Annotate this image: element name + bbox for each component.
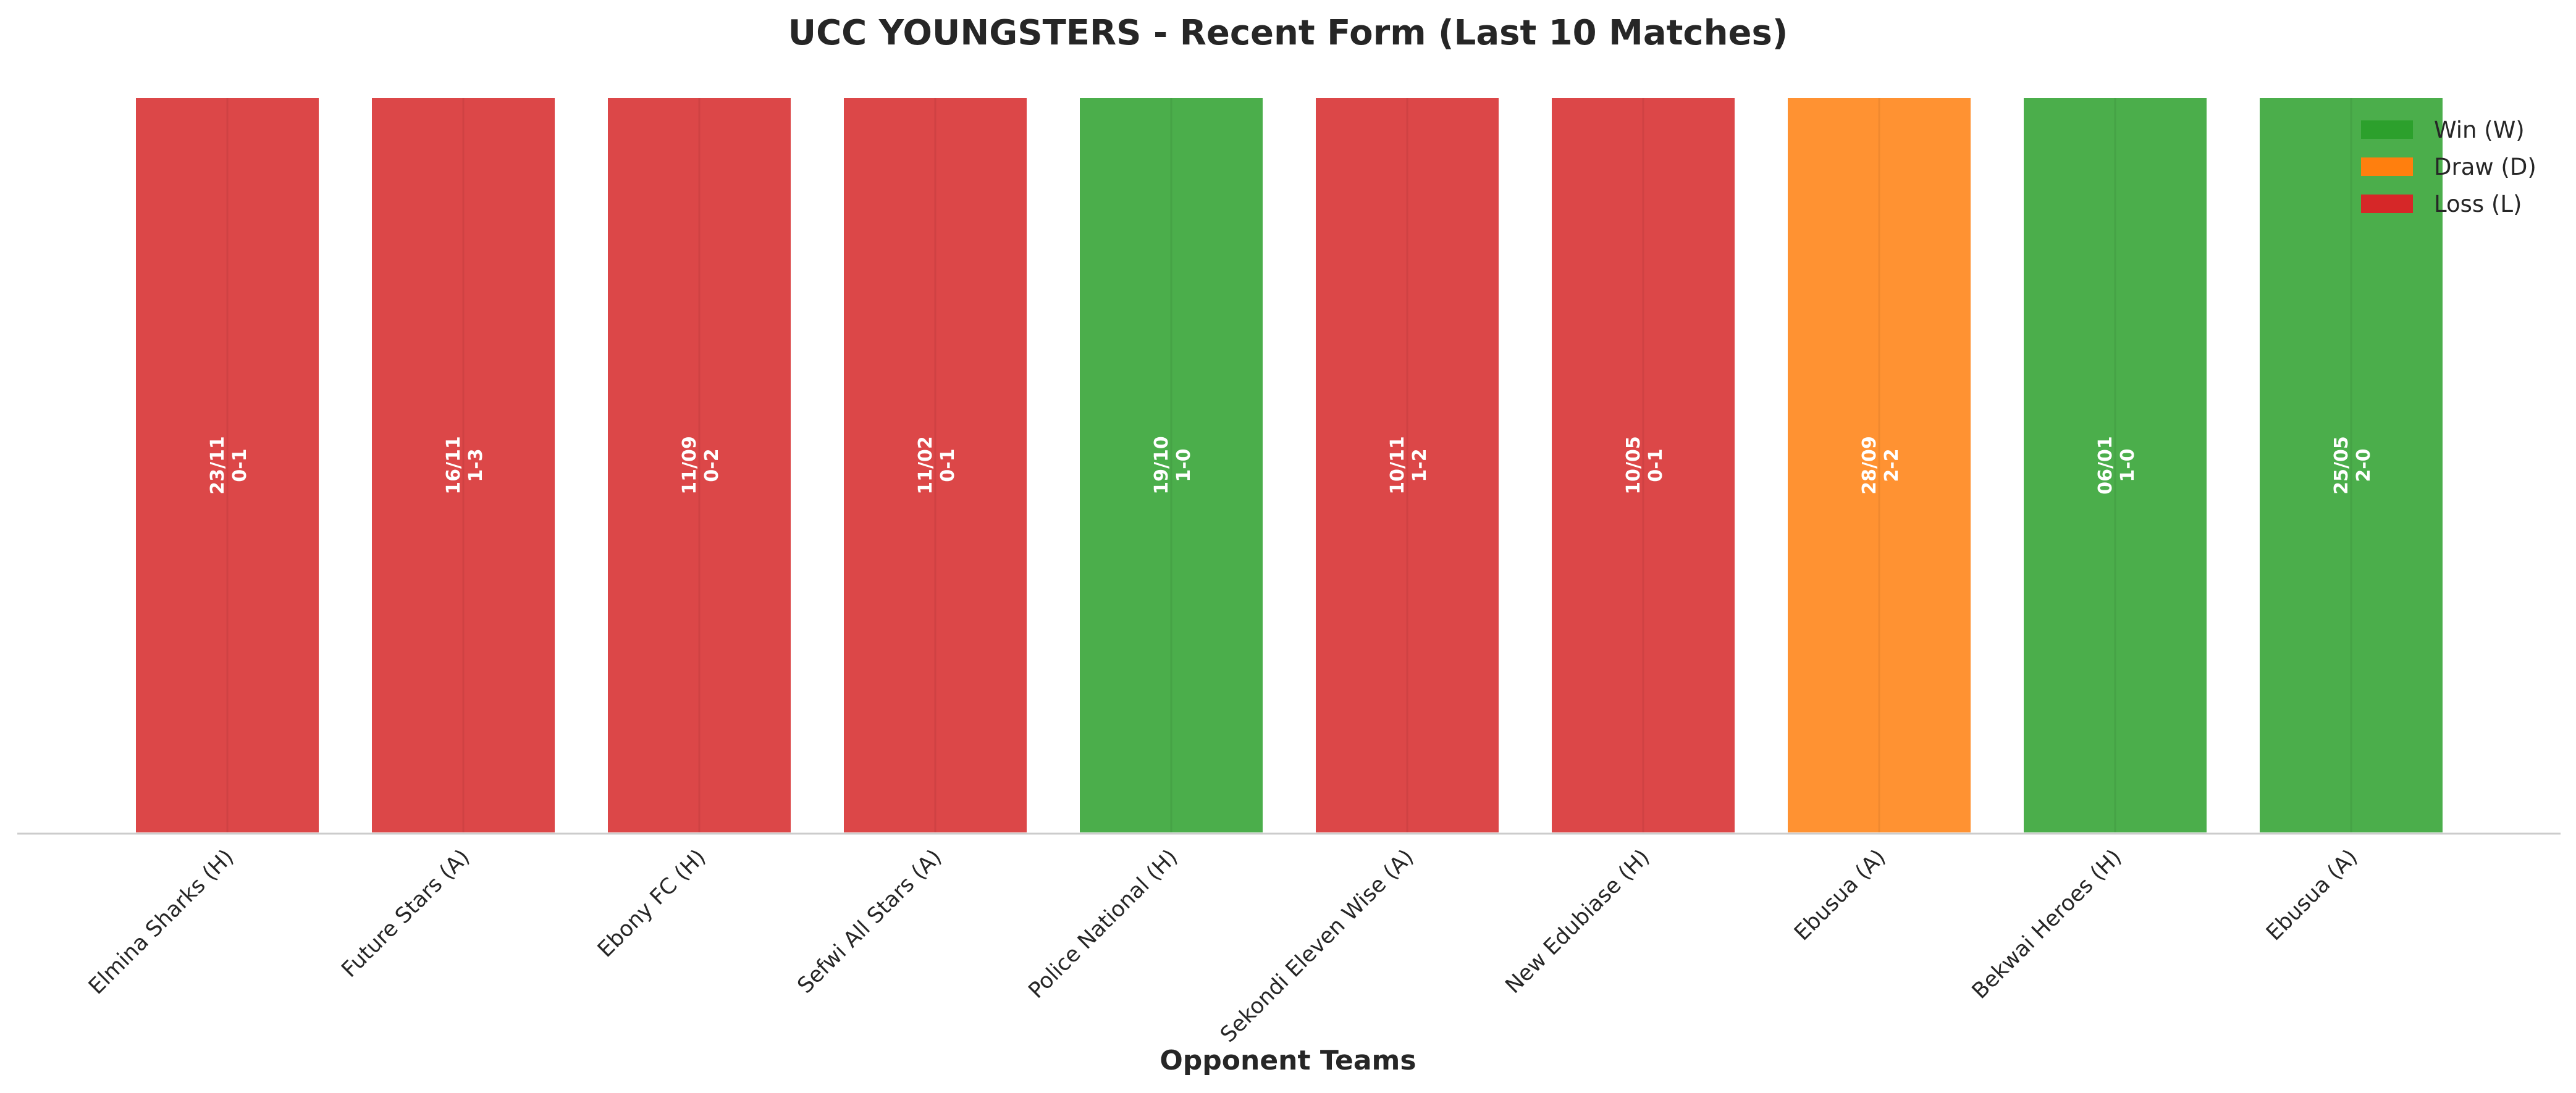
- x-tick-label-8: Ebusua (A): [1790, 845, 1890, 945]
- x-tick-label-7: New Edubiase (H): [1501, 845, 1655, 999]
- legend-swatch-d: [2361, 157, 2413, 176]
- bar-label-2: 16/111-3: [443, 436, 487, 494]
- bar-date-label: 16/11: [443, 436, 465, 494]
- bar-score-label: 0-1: [229, 448, 251, 482]
- bar-label-7: 10/050-1: [1623, 436, 1667, 494]
- x-tick-label-10: Ebusua (A): [2262, 845, 2362, 945]
- bar-score-label: 2-0: [2353, 448, 2375, 482]
- bar-5: [1077, 96, 1265, 835]
- x-tick-label-5: Police National (H): [1024, 845, 1183, 1003]
- bar-date-label: 11/09: [679, 436, 701, 494]
- bar-date-label: 28/09: [1859, 436, 1880, 494]
- bar-date-label: 11/02: [915, 436, 937, 494]
- bar-date-label: 10/11: [1387, 436, 1408, 494]
- legend: Win (W) Draw (D) Loss (L): [2361, 117, 2536, 217]
- bar-score-label: 0-2: [701, 448, 723, 482]
- bar-date-label: 10/05: [1623, 436, 1644, 494]
- bar-score-label: 1-2: [1409, 448, 1431, 482]
- chart-title: UCC YOUNGSTERS - Recent Form (Last 10 Ma…: [788, 13, 1788, 53]
- bar-7: [1549, 96, 1737, 835]
- bar-date-label: 06/01: [2095, 436, 2116, 494]
- bar-label-1: 23/110-1: [207, 436, 251, 494]
- x-axis-label: Opponent Teams: [1160, 1045, 1416, 1076]
- legend-label-d: Draw (D): [2434, 154, 2536, 180]
- bar-label-8: 28/092-2: [1859, 436, 1903, 494]
- x-tick-label-6: Sekondi Eleven Wise (A): [1216, 845, 1418, 1047]
- legend-label-w: Win (W): [2434, 117, 2525, 143]
- x-tick-label-9: Bekwai Heroes (H): [1968, 845, 2126, 1003]
- x-tick-label-2: Future Stars (A): [337, 845, 475, 982]
- bar-label-3: 11/090-2: [679, 436, 723, 494]
- legend-label-l: Loss (L): [2434, 191, 2522, 217]
- bar-date-label: 19/10: [1151, 436, 1172, 494]
- bar-10: [2257, 96, 2445, 835]
- bar-date-label: 23/11: [207, 436, 229, 494]
- bar-8: [1785, 96, 1973, 835]
- x-tick-label-3: Ebony FC (H): [593, 845, 710, 962]
- bar-1: [133, 96, 321, 835]
- bar-label-6: 10/111-2: [1387, 436, 1431, 494]
- bar-date-label: 25/05: [2331, 436, 2352, 494]
- bar-label-9: 06/011-0: [2095, 436, 2139, 494]
- bar-score-label: 0-1: [1645, 448, 1667, 482]
- bar-6: [1313, 96, 1501, 835]
- bar-labels-group: 23/110-1 16/111-3 11/090-2 11/020-1 19/101-0…: [207, 436, 2375, 494]
- bar-score-label: 2-2: [1881, 448, 1903, 482]
- legend-swatch-l: [2361, 195, 2413, 213]
- bar-label-10: 25/052-0: [2331, 436, 2375, 494]
- bar-score-label: 1-0: [1173, 448, 1195, 482]
- bar-score-label: 1-3: [465, 448, 487, 482]
- bars-group: [133, 96, 2445, 835]
- bar-2: [369, 96, 557, 835]
- bar-label-4: 11/020-1: [915, 436, 959, 494]
- bar-score-label: 1-0: [2117, 448, 2139, 482]
- bar-score-label: 0-1: [937, 448, 959, 482]
- x-tick-label-1: Elmina Sharks (H): [84, 845, 238, 999]
- bar-4: [841, 96, 1029, 835]
- legend-swatch-w: [2361, 120, 2413, 139]
- x-tick-label-4: Sefwi All Stars (A): [793, 845, 947, 999]
- x-tick-labels: Elmina Sharks (H) Future Stars (A) Ebony F…: [84, 845, 2362, 1047]
- bar-label-5: 19/101-0: [1151, 436, 1195, 494]
- bar-3: [605, 96, 793, 835]
